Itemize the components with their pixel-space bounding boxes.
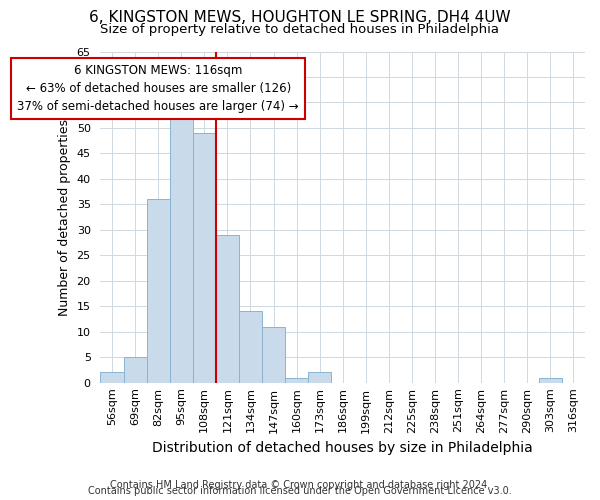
Bar	[216, 235, 239, 382]
Y-axis label: Number of detached properties: Number of detached properties	[58, 118, 71, 316]
Bar	[100, 372, 124, 382]
Bar	[193, 133, 216, 382]
Bar	[539, 378, 562, 382]
Text: 6, KINGSTON MEWS, HOUGHTON LE SPRING, DH4 4UW: 6, KINGSTON MEWS, HOUGHTON LE SPRING, DH…	[89, 10, 511, 25]
Bar	[239, 312, 262, 382]
Bar	[170, 118, 193, 382]
X-axis label: Distribution of detached houses by size in Philadelphia: Distribution of detached houses by size …	[152, 441, 533, 455]
Bar	[124, 357, 146, 382]
Bar	[262, 326, 285, 382]
Text: Contains HM Land Registry data © Crown copyright and database right 2024.: Contains HM Land Registry data © Crown c…	[110, 480, 490, 490]
Text: 6 KINGSTON MEWS: 116sqm
← 63% of detached houses are smaller (126)
37% of semi-d: 6 KINGSTON MEWS: 116sqm ← 63% of detache…	[17, 64, 299, 113]
Text: Size of property relative to detached houses in Philadelphia: Size of property relative to detached ho…	[101, 22, 499, 36]
Bar	[308, 372, 331, 382]
Text: Contains public sector information licensed under the Open Government Licence v3: Contains public sector information licen…	[88, 486, 512, 496]
Bar	[285, 378, 308, 382]
Bar	[146, 200, 170, 382]
